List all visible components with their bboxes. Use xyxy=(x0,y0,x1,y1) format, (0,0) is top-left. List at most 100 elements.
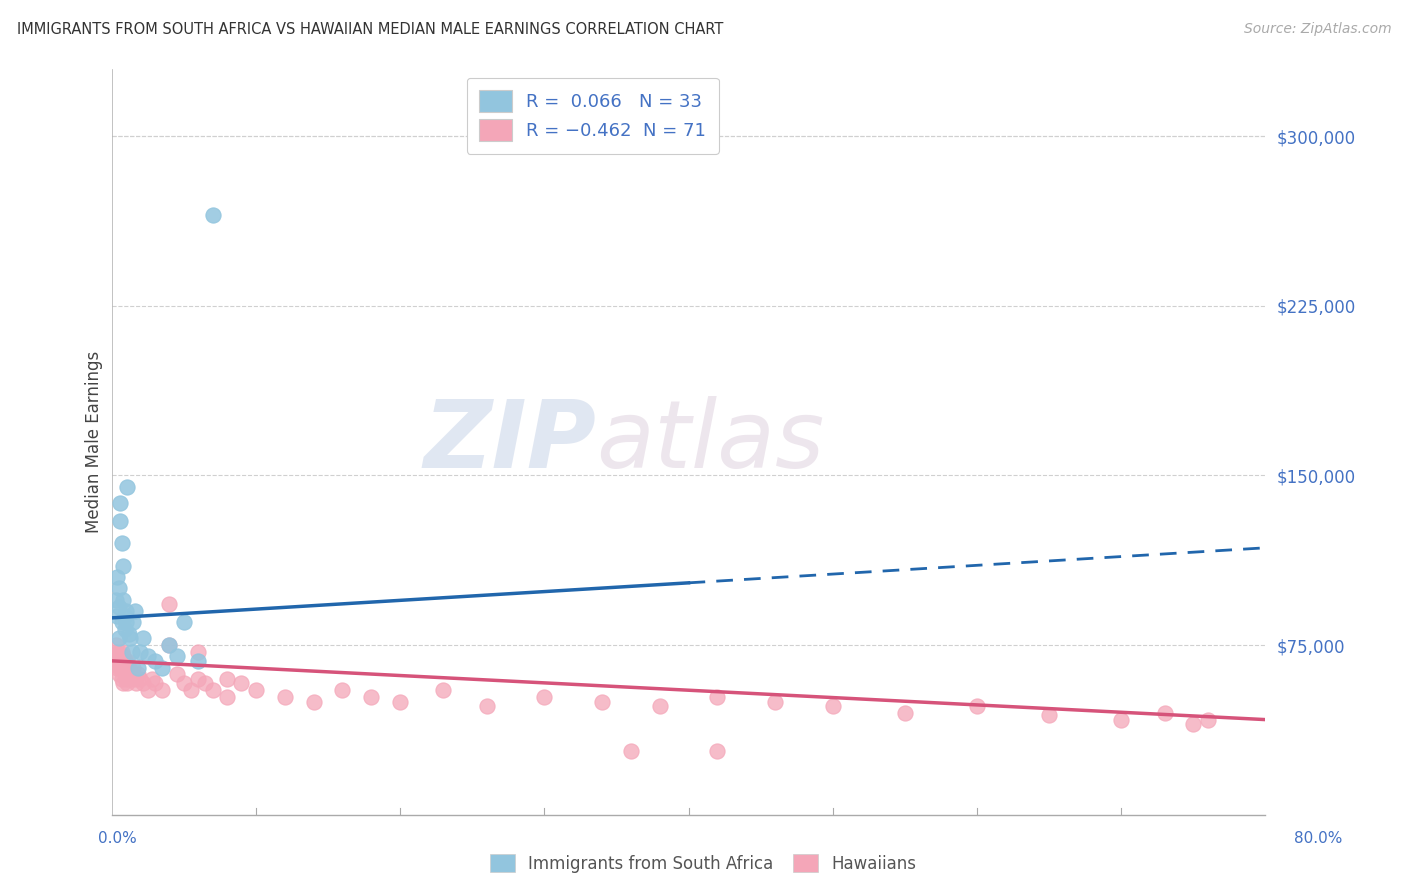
Point xyxy=(112,558,135,573)
Point xyxy=(129,672,152,686)
Point xyxy=(706,744,728,758)
Point xyxy=(763,694,786,708)
Point xyxy=(706,690,728,704)
Point xyxy=(107,649,129,664)
Point xyxy=(108,631,131,645)
Point xyxy=(620,744,643,758)
Point xyxy=(1197,713,1219,727)
Point xyxy=(132,631,155,645)
Point xyxy=(114,608,136,623)
Point xyxy=(475,699,498,714)
Point xyxy=(187,645,209,659)
Point xyxy=(118,660,141,674)
Point xyxy=(122,660,145,674)
Point xyxy=(432,683,454,698)
Point xyxy=(118,667,141,681)
Point xyxy=(117,480,139,494)
Point xyxy=(110,660,132,674)
Y-axis label: Median Male Earnings: Median Male Earnings xyxy=(86,351,103,533)
Point xyxy=(104,654,127,668)
Point xyxy=(1038,708,1060,723)
Point xyxy=(112,660,135,674)
Point xyxy=(150,660,173,674)
Point xyxy=(111,672,134,686)
Point xyxy=(108,654,131,668)
Point xyxy=(143,676,166,690)
Point xyxy=(194,676,217,690)
Point xyxy=(107,608,129,623)
Point xyxy=(157,638,180,652)
Point xyxy=(117,654,139,668)
Point xyxy=(1153,706,1175,720)
Point xyxy=(108,582,131,596)
Text: 80.0%: 80.0% xyxy=(1295,831,1343,847)
Point xyxy=(201,209,224,223)
Point xyxy=(112,592,135,607)
Point xyxy=(150,683,173,698)
Point xyxy=(132,676,155,690)
Point xyxy=(111,536,134,550)
Point xyxy=(173,676,195,690)
Point xyxy=(136,683,159,698)
Point xyxy=(894,706,917,720)
Text: ZIP: ZIP xyxy=(423,395,596,488)
Point xyxy=(245,683,267,698)
Point xyxy=(141,672,163,686)
Point xyxy=(104,638,127,652)
Point xyxy=(108,599,131,614)
Point xyxy=(127,660,149,674)
Text: IMMIGRANTS FROM SOUTH AFRICA VS HAWAIIAN MEDIAN MALE EARNINGS CORRELATION CHART: IMMIGRANTS FROM SOUTH AFRICA VS HAWAIIAN… xyxy=(17,22,723,37)
Point xyxy=(187,654,209,668)
Point xyxy=(533,690,555,704)
Point xyxy=(115,615,138,630)
Point xyxy=(124,672,146,686)
Point xyxy=(115,660,138,674)
Point xyxy=(136,649,159,664)
Point xyxy=(143,654,166,668)
Point xyxy=(103,645,125,659)
Point xyxy=(201,683,224,698)
Point xyxy=(104,592,127,607)
Point xyxy=(112,649,135,664)
Point xyxy=(110,649,132,664)
Point xyxy=(821,699,844,714)
Text: atlas: atlas xyxy=(596,396,824,487)
Point xyxy=(118,626,141,640)
Point xyxy=(121,667,143,681)
Point xyxy=(114,622,136,636)
Point xyxy=(111,645,134,659)
Point xyxy=(215,672,238,686)
Point xyxy=(111,654,134,668)
Point xyxy=(360,690,382,704)
Point xyxy=(129,645,152,659)
Point xyxy=(110,495,132,509)
Text: Source: ZipAtlas.com: Source: ZipAtlas.com xyxy=(1244,22,1392,37)
Point xyxy=(117,676,139,690)
Point xyxy=(125,676,148,690)
Point xyxy=(157,597,180,611)
Point xyxy=(173,615,195,630)
Point xyxy=(166,649,188,664)
Point xyxy=(114,654,136,668)
Point xyxy=(110,514,132,528)
Point xyxy=(302,694,325,708)
Point xyxy=(180,683,202,698)
Point xyxy=(591,694,613,708)
Point xyxy=(111,615,134,630)
Point xyxy=(157,638,180,652)
Point xyxy=(215,690,238,704)
Point xyxy=(273,690,295,704)
Point xyxy=(120,672,142,686)
Point xyxy=(120,631,142,645)
Legend: R =  0.066   N = 33, R = −0.462  N = 71: R = 0.066 N = 33, R = −0.462 N = 71 xyxy=(467,78,718,154)
Point xyxy=(112,676,135,690)
Legend: Immigrants from South Africa, Hawaiians: Immigrants from South Africa, Hawaiians xyxy=(482,847,924,880)
Point xyxy=(121,645,143,659)
Text: 0.0%: 0.0% xyxy=(98,831,138,847)
Point xyxy=(108,645,131,659)
Point xyxy=(332,683,354,698)
Point xyxy=(187,672,209,686)
Point xyxy=(1182,717,1205,731)
Point xyxy=(115,604,138,618)
Point xyxy=(107,570,129,584)
